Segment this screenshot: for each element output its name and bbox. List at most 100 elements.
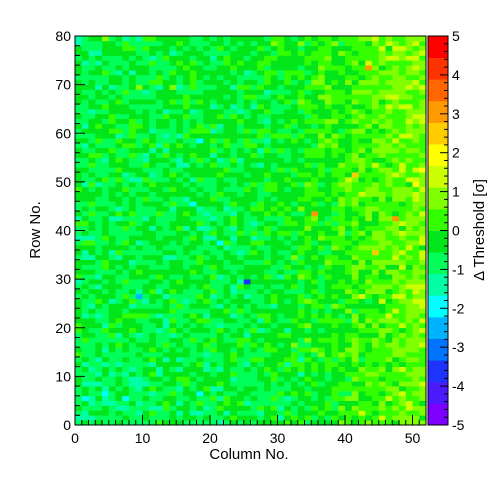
heatmap-cell xyxy=(351,147,359,154)
heatmap-cell xyxy=(196,128,204,134)
heatmap-cell xyxy=(311,245,319,251)
heatmap-cell xyxy=(189,147,197,154)
heatmap-cell xyxy=(284,196,292,202)
heatmap-cell xyxy=(203,303,211,309)
heatmap-cell xyxy=(385,104,393,110)
heatmap-cell xyxy=(142,167,150,173)
heatmap-cell xyxy=(203,186,211,192)
heatmap-cell xyxy=(223,55,231,61)
heatmap-cell xyxy=(250,313,258,319)
heatmap-cell xyxy=(392,376,400,382)
heatmap-cell xyxy=(183,356,191,363)
heatmap-cell xyxy=(345,181,353,188)
heatmap-cell xyxy=(169,152,177,158)
heatmap-cell xyxy=(169,327,177,333)
heatmap-cell xyxy=(176,79,184,85)
heatmap-cell xyxy=(304,123,312,129)
heatmap-cell xyxy=(358,420,366,426)
heatmap-cell xyxy=(392,395,400,402)
heatmap-cell xyxy=(399,118,407,124)
heatmap-cell xyxy=(230,274,238,280)
heatmap-cell xyxy=(81,259,89,265)
heatmap-cell xyxy=(203,352,211,358)
heatmap-cell xyxy=(115,410,123,416)
heatmap-cell xyxy=(196,142,204,149)
heatmap-cell xyxy=(210,230,218,236)
heatmap-cell xyxy=(210,381,218,387)
heatmap-cell xyxy=(304,211,312,217)
heatmap-cell xyxy=(419,288,427,295)
heatmap-cell xyxy=(196,220,204,226)
heatmap-cell xyxy=(297,283,305,290)
heatmap-cell xyxy=(183,254,191,261)
heatmap-cell xyxy=(270,293,278,299)
heatmap-cell xyxy=(277,79,285,85)
heatmap-cell xyxy=(169,279,177,285)
heatmap-cell xyxy=(419,167,427,173)
heatmap-cell xyxy=(297,381,305,387)
heatmap-cell xyxy=(311,318,319,324)
heatmap-cell xyxy=(203,337,211,343)
heatmap-cell xyxy=(95,313,103,319)
heatmap-cell xyxy=(169,405,177,411)
heatmap-cell xyxy=(122,220,130,226)
heatmap-cell xyxy=(284,293,292,299)
heatmap-cell xyxy=(122,211,130,217)
heatmap-cell xyxy=(230,395,238,402)
heatmap-cell xyxy=(257,162,265,168)
heatmap-cell xyxy=(203,55,211,61)
heatmap-cell xyxy=(277,376,285,382)
heatmap-cell xyxy=(270,181,278,188)
heatmap-cell xyxy=(405,113,413,120)
heatmap-cell xyxy=(230,142,238,149)
heatmap-cell xyxy=(142,279,150,285)
heatmap-cell xyxy=(324,220,332,226)
heatmap-cell xyxy=(129,288,137,295)
heatmap-cell xyxy=(203,381,211,387)
heatmap-cell xyxy=(412,269,420,275)
colorbar-segment xyxy=(428,57,448,80)
heatmap-cell xyxy=(419,386,427,392)
heatmap-cell xyxy=(372,128,380,134)
heatmap-cell xyxy=(189,191,197,197)
heatmap-cell xyxy=(243,50,251,56)
heatmap-cell xyxy=(243,147,251,154)
heatmap-cell xyxy=(358,50,366,56)
heatmap-cell xyxy=(297,352,305,358)
heatmap-cell xyxy=(264,249,272,256)
heatmap-cell xyxy=(277,220,285,226)
heatmap-cell xyxy=(324,293,332,299)
heatmap-cell xyxy=(183,395,191,402)
heatmap-cell xyxy=(183,259,191,265)
heatmap-cell xyxy=(230,298,238,304)
heatmap-cell xyxy=(156,45,164,51)
heatmap-cell xyxy=(311,99,319,105)
heatmap-cell xyxy=(102,264,110,270)
heatmap-cell xyxy=(203,99,211,105)
x-tick-label: 20 xyxy=(202,430,218,446)
heatmap-cell xyxy=(372,206,380,212)
heatmap-cell xyxy=(264,206,272,212)
heatmap-cell xyxy=(95,303,103,309)
heatmap-cell xyxy=(284,240,292,246)
heatmap-cell xyxy=(216,293,224,299)
heatmap-cell xyxy=(223,50,231,56)
heatmap-cell xyxy=(365,269,373,275)
heatmap-cell xyxy=(264,254,272,261)
heatmap-cell xyxy=(162,152,170,158)
heatmap-cell xyxy=(162,225,170,231)
heatmap-cell xyxy=(183,381,191,387)
heatmap-cell xyxy=(345,269,353,275)
heatmap-cell xyxy=(291,415,299,421)
heatmap-cell xyxy=(250,240,258,246)
heatmap-cell xyxy=(358,157,366,163)
heatmap-cell xyxy=(399,162,407,168)
heatmap-cell xyxy=(230,342,238,348)
heatmap-cell xyxy=(156,152,164,158)
heatmap-cell xyxy=(88,167,96,173)
heatmap-cell xyxy=(108,352,116,358)
heatmap-cell xyxy=(149,347,157,353)
heatmap-cell xyxy=(250,254,258,261)
heatmap-cell xyxy=(412,298,420,304)
heatmap-cell xyxy=(189,172,197,178)
